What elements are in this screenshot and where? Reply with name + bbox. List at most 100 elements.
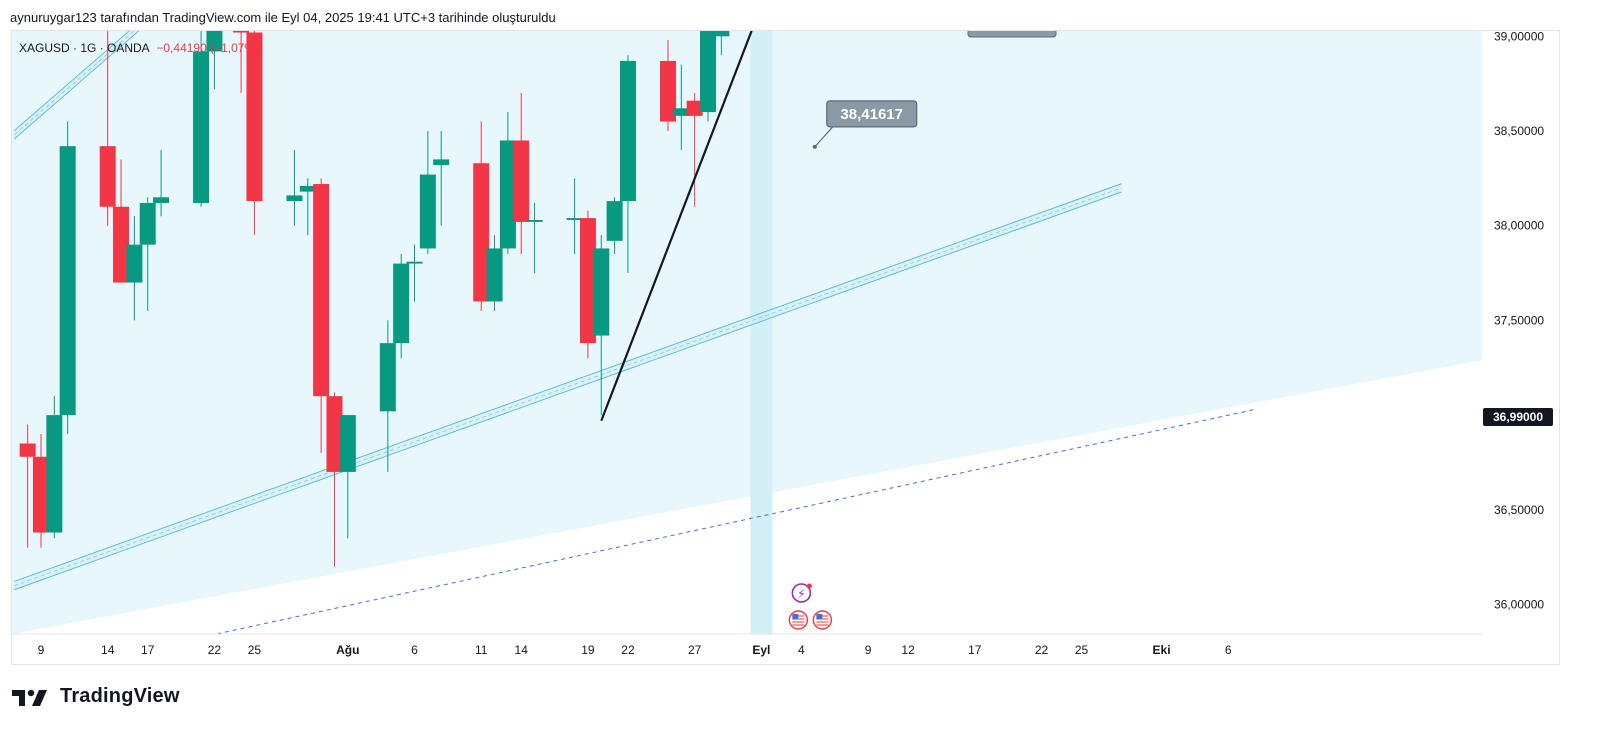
- time-tick-label: Eyl: [752, 643, 770, 657]
- candle-body: [419, 174, 436, 249]
- legend-symbol: XAGUSD · 1G · OANDA: [19, 41, 150, 55]
- candle-body: [433, 159, 450, 166]
- candle: [126, 216, 143, 321]
- price-note-anchor: [812, 144, 817, 149]
- candle-body: [126, 244, 143, 283]
- price-note: 38,41617: [812, 100, 918, 149]
- chart-attribution: aynuruygar123 tarafından TradingView.com…: [10, 10, 556, 25]
- candle-body: [113, 206, 130, 283]
- candle-body: [139, 202, 156, 245]
- highlight-column: [750, 31, 773, 634]
- flag-canton: [792, 614, 799, 619]
- candle-body: [19, 443, 36, 457]
- candle: [593, 235, 610, 416]
- candle: [606, 197, 623, 255]
- candle-body: [246, 32, 263, 202]
- candle-body: [379, 343, 396, 412]
- candle-body: [339, 415, 356, 472]
- candle-body: [286, 195, 303, 202]
- candle-body: [486, 248, 503, 302]
- time-tick-label: 27: [688, 643, 702, 657]
- price-note-anchor: [839, 15, 843, 19]
- candle-body: [473, 163, 490, 302]
- top-note-box: [967, 31, 1057, 38]
- time-axis: 9 14 17 22 25 Ağu 6 11 14 19 22 27 Eyl 4 9 12 17 22 25 Eki 6: [12, 633, 1482, 657]
- event-alert-dot: [806, 583, 812, 589]
- event-us-flag-icon: [788, 610, 809, 630]
- candle-body: [299, 185, 316, 192]
- time-tick-label: 17: [968, 643, 982, 657]
- candle-body: [566, 218, 583, 221]
- candle-body: [686, 100, 703, 116]
- candle-body: [59, 146, 76, 416]
- candle-body: [233, 31, 250, 33]
- time-tick-label: 12: [901, 643, 915, 657]
- brand-name: TradingView: [60, 685, 180, 707]
- tradingview-logo[interactable]: TradingView: [12, 685, 180, 708]
- candle: [113, 159, 130, 283]
- chart-frame: [11, 30, 1560, 665]
- candle-body: [326, 396, 343, 472]
- candle: [499, 112, 516, 255]
- candle: [153, 149, 170, 217]
- candle: [419, 131, 436, 255]
- candle-body: [46, 415, 63, 533]
- candle-body: [606, 201, 623, 241]
- flag-canton: [816, 614, 823, 619]
- candle-body: [659, 60, 676, 122]
- candle: [220, 0, 236, 27]
- candle: [193, 31, 210, 207]
- price-tick-label: 36,00000: [1494, 598, 1544, 612]
- candle: [486, 235, 503, 311]
- candle: [379, 320, 396, 472]
- candle: [139, 197, 156, 311]
- candle: [33, 434, 49, 548]
- candle: [99, 31, 116, 226]
- candle-body: [579, 218, 596, 344]
- price-note-box: [826, 100, 918, 128]
- time-tick-label: 6: [411, 643, 418, 657]
- price-tick-label: 36,50000: [1494, 503, 1544, 517]
- legend-change: −0,44190 (−1,07%): [156, 41, 260, 55]
- pitchfork-fill: [12, 31, 1482, 634]
- time-tick-label: 22: [621, 643, 635, 657]
- price-axis-label-bg: [1483, 407, 1553, 426]
- time-tick-label: 22: [208, 643, 222, 657]
- candle-body: [700, 31, 716, 113]
- time-tick-label: 6: [1225, 643, 1232, 657]
- candle: [59, 121, 76, 435]
- candle: [206, 31, 223, 90]
- flag-ring: [788, 610, 809, 630]
- lower-channel-band: [14, 183, 1122, 590]
- candle-body: [406, 261, 423, 264]
- candle-body: [593, 248, 610, 336]
- candle: [473, 121, 490, 311]
- candle-body: [526, 220, 543, 222]
- candle: [313, 178, 330, 453]
- price-axis: 36,0000036,5000037,0000037,5000038,00000…: [1483, 29, 1553, 612]
- price-tick-label: 38,50000: [1494, 124, 1544, 138]
- chart-plot[interactable]: 40,7687539,1027938,41617⚡36,0000036,5000…: [0, 0, 1600, 680]
- price-tick-label: 38,00000: [1494, 219, 1544, 233]
- time-tick-label: 25: [248, 643, 262, 657]
- candle-body: [619, 60, 636, 202]
- candle: [713, 31, 730, 56]
- candle: [393, 254, 410, 359]
- event-lightning-icon: [791, 583, 812, 603]
- price-axis-label: 36,99000: [1483, 407, 1553, 426]
- price-axis-label-text: 36,99000: [1493, 410, 1543, 424]
- candle-body: [193, 51, 210, 203]
- candle-body: [33, 456, 49, 533]
- time-tick-label: 14: [101, 643, 115, 657]
- candle-body: [673, 108, 690, 116]
- time-tick-label: 9: [865, 643, 872, 657]
- time-tick-label: 17: [141, 643, 155, 657]
- candle: [700, 31, 716, 122]
- candle: [566, 178, 583, 255]
- candle: [659, 40, 676, 131]
- candle: [299, 178, 316, 236]
- time-tick-label: 14: [515, 643, 529, 657]
- candle: [19, 424, 36, 548]
- candle: [579, 210, 596, 359]
- time-tick-label: 4: [798, 643, 805, 657]
